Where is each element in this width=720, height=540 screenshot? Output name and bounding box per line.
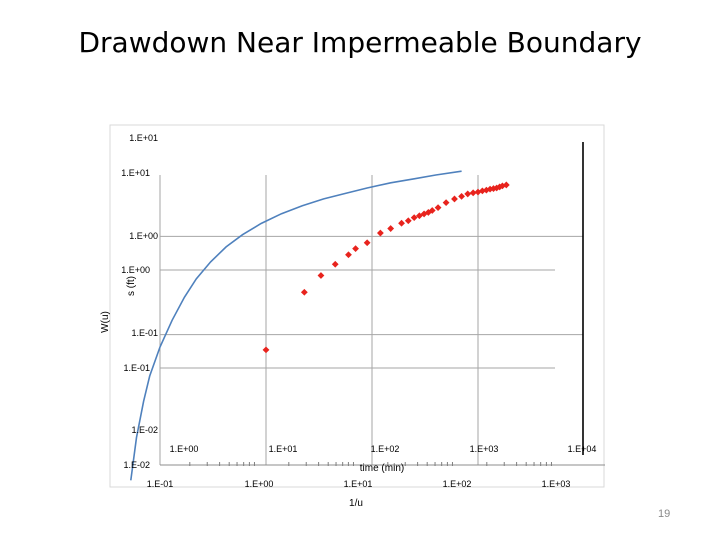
data-point — [352, 245, 359, 253]
data-point — [502, 181, 510, 189]
data-point — [428, 207, 436, 214]
w-axis-ticks: 1.E-02 1.E-01 1.E+00 1.E+01 — [121, 168, 150, 470]
gridlines — [159, 175, 583, 465]
data-point — [404, 217, 412, 225]
data-point — [469, 189, 477, 197]
slide-title: Drawdown Near Impermeable Boundary — [78, 26, 642, 59]
inv-u-axis-label: 1/u — [349, 498, 363, 509]
inv-u-tick-label: 1.E+00 — [245, 479, 274, 489]
s-tick-label: 1.E-02 — [131, 425, 158, 435]
data-point — [458, 192, 465, 200]
inv-u-tick-label: 1.E-01 — [147, 479, 174, 489]
data-point — [415, 212, 423, 220]
w-axis-label: W(u) — [100, 311, 111, 333]
inv-u-axis-ticks: 1.E-01 1.E+00 1.E+01 1.E+02 1.E+03 — [147, 479, 571, 489]
s-tick-label: 1.E+01 — [129, 133, 158, 143]
data-point — [442, 199, 450, 207]
data-point — [331, 260, 339, 268]
w-tick-label: 1.E-02 — [123, 460, 150, 470]
data-point — [410, 214, 418, 222]
data-point — [474, 188, 482, 196]
time-tick-label: 1.E+03 — [470, 444, 499, 454]
data-point — [387, 225, 395, 232]
inv-u-tick-label: 1.E+01 — [344, 479, 373, 489]
data-point — [451, 195, 458, 203]
data-point — [300, 288, 308, 296]
time-tick-label: 1.E+00 — [170, 444, 199, 454]
minor-ticks — [189, 462, 552, 466]
s-axis-label: s (ft) — [126, 276, 137, 296]
data-point — [434, 204, 442, 211]
time-tick-label: 1.E+02 — [371, 444, 400, 454]
data-point — [345, 251, 352, 259]
time-axis-label: time (min) — [360, 463, 404, 474]
outer-plot-frame — [109, 124, 605, 488]
w-tick-label: 1.E+00 — [121, 265, 150, 275]
data-point — [496, 183, 504, 191]
data-point — [490, 185, 497, 192]
data-point — [262, 346, 270, 354]
observed-points — [262, 181, 510, 354]
data-point — [317, 272, 325, 279]
theis-curve-path — [130, 170, 462, 481]
data-point — [376, 229, 384, 237]
theis-curve — [130, 170, 462, 481]
s-tick-label: 1.E+00 — [129, 231, 158, 241]
data-point — [486, 185, 494, 193]
time-tick-label: 1.E+01 — [269, 444, 298, 454]
data-point — [363, 239, 371, 247]
data-point — [398, 219, 405, 227]
w-tick-label: 1.E-01 — [123, 363, 150, 373]
w-tick-label: 1.E+01 — [121, 168, 150, 178]
time-axis-ticks: 1.E+00 1.E+01 1.E+02 1.E+03 1.E+04 — [170, 444, 597, 454]
inv-u-tick-label: 1.E+02 — [443, 479, 472, 489]
time-tick-label: 1.E+04 — [568, 444, 597, 454]
slide-number: 19 — [658, 508, 671, 520]
data-point — [464, 190, 472, 198]
s-tick-label: 1.E-01 — [131, 328, 158, 338]
inv-u-tick-label: 1.E+03 — [542, 479, 571, 489]
s-axis-ticks: 1.E-02 1.E-01 1.E+00 1.E+01 — [129, 133, 158, 435]
